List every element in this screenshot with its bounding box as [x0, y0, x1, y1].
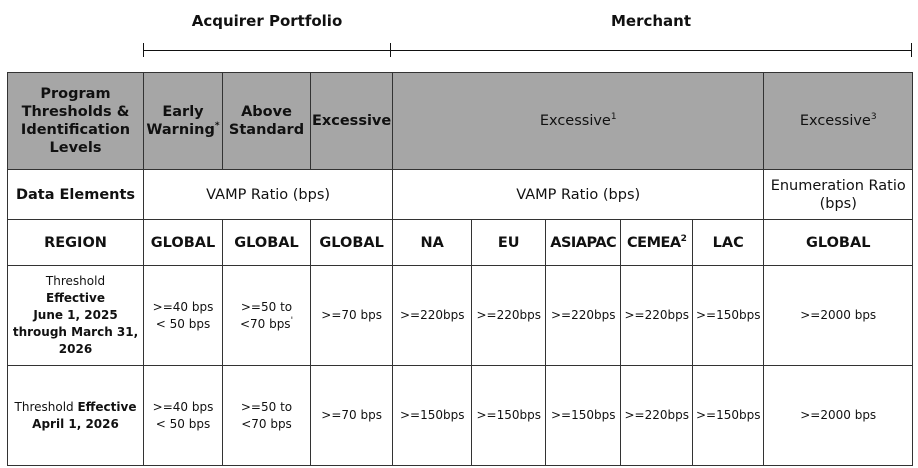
- asiapac-value: >=150bps: [545, 365, 622, 466]
- acquirer-portfolio-label: Acquirer Portfolio: [191, 12, 343, 30]
- threshold-label: Threshold Effective June 1, 2025 through…: [7, 265, 144, 366]
- excessive-value: >=70 bps: [309, 365, 394, 466]
- lac-value: >=150bps: [692, 365, 765, 466]
- region-cell: GLOBAL: [222, 219, 311, 266]
- region-row: REGION GLOBAL GLOBAL GLOBAL NA EU ASIAPA…: [7, 219, 914, 266]
- excessive-header: Excessive: [309, 72, 394, 170]
- header-row: Program Thresholds & Identification Leve…: [7, 72, 914, 170]
- above-standard-value: >=50 to <70 bps': [222, 265, 311, 366]
- early-warning-header: Early Warning*: [143, 72, 223, 170]
- data-elements-row: Data Elements VAMP Ratio (bps) VAMP Rati…: [7, 169, 914, 220]
- program-header: Program Thresholds & Identification Leve…: [7, 72, 144, 170]
- above-standard-value: >=50 to <70 bps: [222, 365, 311, 466]
- table-row: Threshold Effective April 1, 2026 >=40 b…: [7, 365, 914, 466]
- eu-value: >=150bps: [471, 365, 547, 466]
- thresholds-table: Program Thresholds & Identification Leve…: [7, 72, 914, 466]
- lac-value: >=150bps: [692, 265, 765, 366]
- early-warning-value: >=40 bps < 50 bps: [143, 365, 223, 466]
- region-cell: ASIAPAC: [545, 219, 622, 266]
- na-value: >=220bps: [392, 265, 473, 366]
- region-cell: GLOBAL: [143, 219, 223, 266]
- cemea-value: >=220bps: [620, 365, 694, 466]
- region-label: REGION: [7, 219, 144, 266]
- enumeration-value: >=2000 bps: [763, 365, 914, 466]
- data-elements-label: Data Elements: [7, 169, 144, 220]
- region-cell: LAC: [692, 219, 765, 266]
- early-warning-value: >=40 bps < 50 bps: [143, 265, 223, 366]
- merchant-excessive-header: Excessive1: [392, 72, 765, 170]
- eu-value: >=220bps: [471, 265, 547, 366]
- acquirer-metric: VAMP Ratio (bps): [142, 169, 394, 220]
- region-cell: EU: [471, 219, 547, 266]
- excessive-value: >=70 bps: [309, 265, 394, 366]
- table-row: Threshold Effective June 1, 2025 through…: [7, 265, 914, 366]
- enumeration-excessive-header: Excessive3: [763, 72, 914, 170]
- merchant-bracket: [391, 50, 911, 51]
- region-cell: NA: [392, 219, 473, 266]
- bracket-tick-right: [911, 43, 912, 57]
- region-cell: GLOBAL: [763, 219, 914, 266]
- threshold-label: Threshold Effective April 1, 2026: [7, 365, 144, 466]
- merchant-label: Merchant: [610, 12, 692, 30]
- enumeration-metric: Enumeration Ratio (bps): [763, 169, 914, 220]
- merchant-metric: VAMP Ratio (bps): [392, 169, 765, 220]
- region-cell: CEMEA2: [620, 219, 694, 266]
- na-value: >=150bps: [392, 365, 473, 466]
- above-standard-header: Above Standard: [222, 72, 311, 170]
- enumeration-value: >=2000 bps: [763, 265, 914, 366]
- cemea-value: >=220bps: [620, 265, 694, 366]
- asiapac-value: >=220bps: [545, 265, 622, 366]
- bracket-tick-mid: [390, 43, 391, 57]
- acquirer-bracket: [143, 50, 391, 51]
- region-cell: GLOBAL: [309, 219, 394, 266]
